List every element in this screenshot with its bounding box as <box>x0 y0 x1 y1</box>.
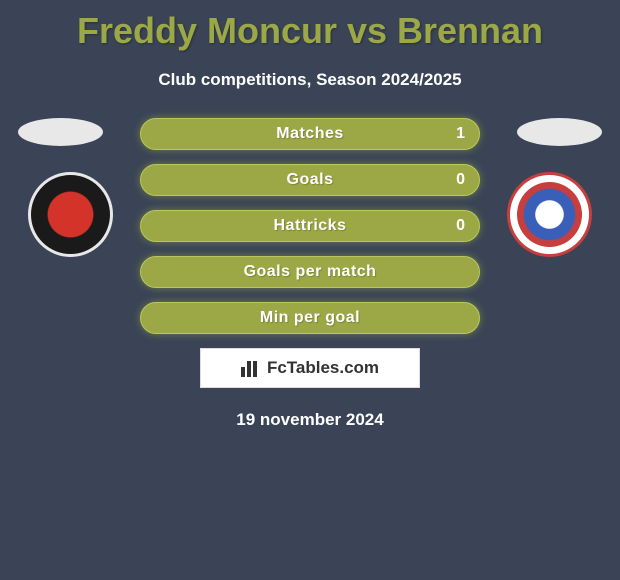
stat-label: Goals <box>287 171 334 189</box>
stat-label: Min per goal <box>260 309 360 327</box>
stat-row-matches: Matches 1 <box>140 118 480 150</box>
stat-row-goals: Goals 0 <box>140 164 480 196</box>
stat-row-goals-per-match: Goals per match <box>140 256 480 288</box>
stat-value-right: 0 <box>456 171 465 189</box>
stat-label: Goals per match <box>244 263 377 281</box>
club-badge-right <box>507 172 592 257</box>
logo-label: FcTables.com <box>267 358 379 378</box>
stat-value-right: 0 <box>456 217 465 235</box>
logo-content: FcTables.com <box>241 358 379 378</box>
chart-icon <box>241 359 261 377</box>
comparison-subtitle: Club competitions, Season 2024/2025 <box>0 70 620 90</box>
player-placeholder-right <box>517 118 602 146</box>
date-text: 19 november 2024 <box>0 410 620 430</box>
stat-label: Hattricks <box>274 217 347 235</box>
stat-row-min-per-goal: Min per goal <box>140 302 480 334</box>
player-placeholder-left <box>18 118 103 146</box>
stat-row-hattricks: Hattricks 0 <box>140 210 480 242</box>
comparison-title: Freddy Moncur vs Brennan <box>0 0 620 52</box>
content-area: Matches 1 Goals 0 Hattricks 0 Goals per … <box>0 118 620 430</box>
stat-value-right: 1 <box>456 125 465 143</box>
logo-box: FcTables.com <box>200 348 420 388</box>
stat-label: Matches <box>276 125 344 143</box>
stats-container: Matches 1 Goals 0 Hattricks 0 Goals per … <box>140 118 480 334</box>
club-badge-left <box>28 172 113 257</box>
